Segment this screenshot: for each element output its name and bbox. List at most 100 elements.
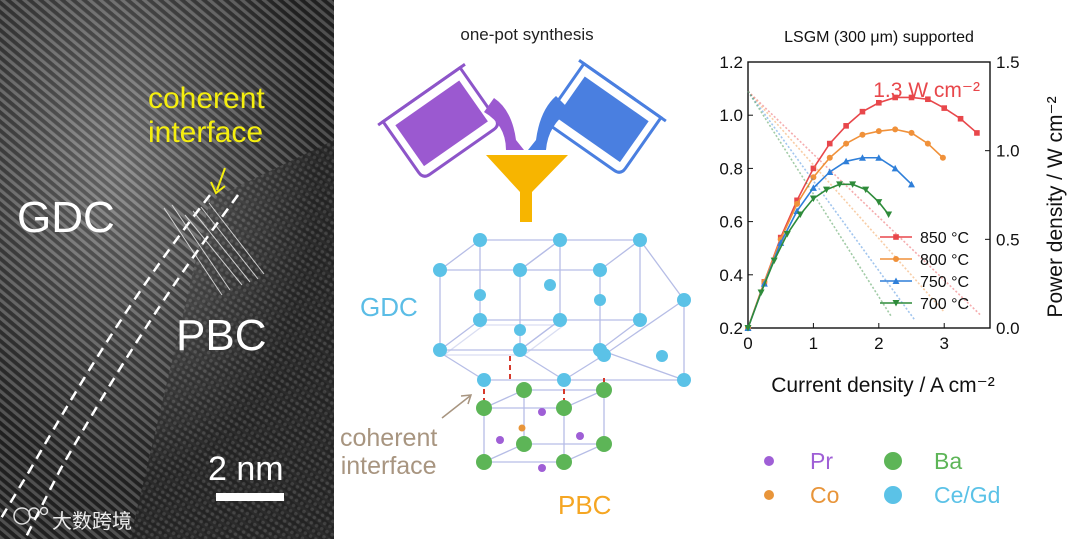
- y-left-tick-label: 0.6: [720, 213, 743, 232]
- power-point-800: [810, 174, 817, 181]
- scale-bar: [216, 493, 284, 501]
- y-right-axis-label: Power density / W cm⁻²: [1044, 96, 1067, 317]
- watermark-logo-icon: [13, 506, 49, 525]
- power-point-700: [796, 211, 804, 219]
- interface-dashed-line-2: [0, 194, 211, 521]
- power-point-850: [794, 197, 800, 204]
- voltage-line-700: [747, 90, 893, 318]
- power-point-850: [876, 99, 882, 106]
- fringe-lines: [163, 202, 265, 296]
- chart-panel: 0 1 2 3 0.2 0.4 0.6 0.8 1.0 1.2 0.0 0.5 1.0 1.5 LSGM (…: [720, 0, 1080, 539]
- atom-legend-label: Co: [810, 482, 840, 508]
- legend-marker-750: [892, 277, 900, 284]
- schematic-gdc-label: GDC: [360, 292, 418, 322]
- power-point-850: [908, 94, 915, 101]
- legend-label-850: 850 °C: [920, 230, 969, 247]
- power-point-750: [908, 180, 916, 188]
- legend-label-750: 750 °C: [920, 274, 969, 291]
- schematic-coherent-label: coherent interface: [340, 424, 437, 480]
- pbc-atoms: [476, 382, 612, 472]
- left-beaker-icon: [377, 63, 499, 178]
- legend-label-800: 800 °C: [920, 252, 969, 269]
- legend-marker-700: [892, 300, 900, 307]
- interface-dashed-line-1: [23, 194, 240, 539]
- power-point-700: [783, 231, 791, 238]
- power-point-700: [836, 181, 844, 188]
- y-left-tick-label: 1.2: [720, 53, 743, 72]
- power-point-800: [939, 154, 946, 161]
- power-point-800: [875, 128, 882, 135]
- annotation-line-1: coherent: [148, 82, 265, 115]
- y-right-tick-label: 0.0: [996, 319, 1020, 338]
- schematic-pbc-label: PBC: [558, 490, 612, 520]
- power-point-700: [862, 186, 870, 194]
- atom-legend-marker: [884, 486, 902, 504]
- peak-power-annotation: 1.3 W cm⁻²: [873, 79, 980, 102]
- atom-legend-label: Ce/Gd: [934, 482, 1001, 508]
- annotation-line-2: interface: [148, 116, 264, 149]
- power-point-700: [757, 289, 765, 297]
- atom-legend-marker: [884, 452, 902, 470]
- power-point-850: [941, 105, 948, 111]
- power-point-750: [842, 157, 850, 165]
- gdc-label: GDC: [17, 193, 115, 242]
- power-point-750: [891, 164, 899, 172]
- voltage-line-850: [747, 90, 981, 316]
- power-point-750: [826, 168, 834, 175]
- synthesis-schematic-panel: one-pot synthesis: [334, 0, 720, 539]
- power-point-800: [908, 129, 915, 136]
- power-point-700: [849, 181, 857, 188]
- power-point-800: [826, 154, 833, 161]
- power-point-700: [822, 186, 830, 194]
- power-point-750: [875, 154, 883, 161]
- power-point-700: [885, 211, 893, 219]
- schematic-coherent-line-1: coherent: [340, 424, 438, 452]
- right-beaker-icon: [545, 59, 667, 174]
- plot-frame: [747, 61, 991, 329]
- power-point-800: [924, 140, 931, 147]
- power-point-850: [957, 115, 964, 122]
- watermark-text: 大数跨境: [52, 509, 132, 533]
- x-tick-label: 1: [809, 334, 818, 353]
- gdc-atoms: [433, 233, 691, 387]
- power-point-850: [974, 130, 980, 136]
- schematic-title: one-pot synthesis: [460, 25, 594, 44]
- scale-bar-label: 2 nm: [208, 450, 284, 488]
- power-point-700: [809, 195, 817, 203]
- pbc-label: PBC: [176, 311, 267, 360]
- y-right-tick-label: 0.5: [996, 230, 1020, 249]
- x-tick-label: 2: [874, 334, 883, 353]
- power-point-800: [892, 126, 899, 133]
- power-point-850: [925, 96, 931, 103]
- coherent-interface-annotation: coherent interface: [148, 82, 265, 150]
- chart-title: LSGM (300 μm) supported: [784, 29, 974, 46]
- y-left-tick-label: 0.8: [720, 159, 743, 178]
- right-stream: [528, 96, 570, 150]
- lattice-image: [0, 0, 334, 539]
- funnel-icon: [486, 155, 568, 222]
- x-axis-label: Current density / A cm⁻²: [771, 374, 995, 397]
- left-stream: [484, 98, 524, 150]
- iv-chart: 0 1 2 3 0.2 0.4 0.6 0.8 1.0 1.2 0.0 0.5 1.0 1.5 LSGM (…: [720, 29, 1067, 397]
- power-point-850: [892, 94, 898, 101]
- atom-legend-marker: [764, 490, 774, 500]
- legend-label-700: 700 °C: [920, 296, 969, 313]
- power-point-700: [744, 325, 752, 332]
- legend-marker-800: [893, 256, 899, 262]
- power-point-850: [810, 165, 817, 172]
- power-point-750: [809, 184, 817, 191]
- power-point-800: [794, 200, 801, 207]
- schematic-coherent-line-2: interface: [340, 452, 437, 480]
- atom-legend-label: Pr: [810, 448, 833, 474]
- power-point-750: [858, 154, 866, 161]
- power-point-800: [843, 140, 850, 147]
- power-point-700: [770, 257, 778, 265]
- power-point-700: [875, 199, 883, 206]
- power-curve-700: [747, 183, 890, 329]
- voltage-line-750: [747, 90, 916, 321]
- y-left-tick-label: 0.2: [720, 319, 743, 338]
- y-left-tick-label: 1.0: [720, 106, 743, 125]
- x-tick-label: 3: [939, 334, 948, 353]
- y-right-tick-label: 1.0: [996, 142, 1020, 161]
- power-point-800: [859, 131, 866, 138]
